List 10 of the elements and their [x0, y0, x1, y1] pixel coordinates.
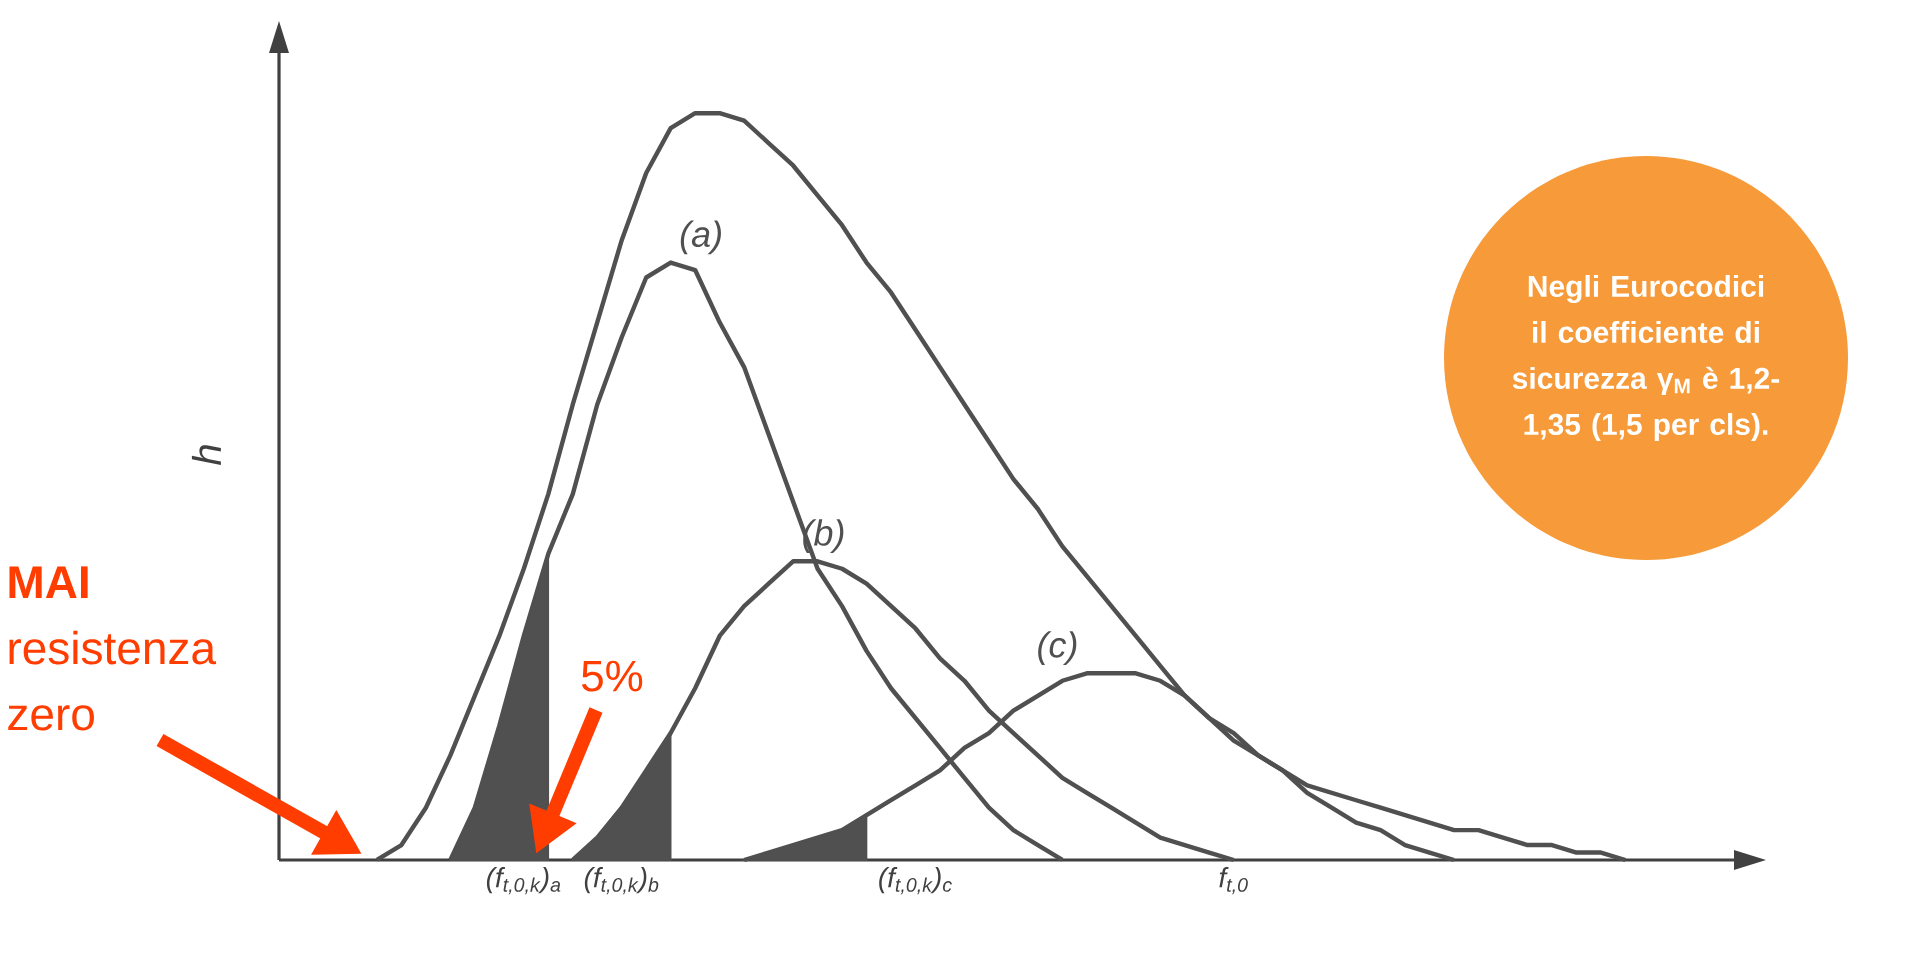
x-tick-label: (f$_{t,0,k}$)$_{b}$ — [584, 867, 659, 895]
x-tick-label: (f$_{t,0,k}$)$_{a}$ — [486, 867, 561, 895]
annotation: Negli Eurocodici il coefficiente di sicurezza γ$_{M}$ è 1,2-1,35 (1,5 per cls). — [1512, 275, 1780, 441]
x-tick-label: f$_{t,0}$ — [1219, 867, 1248, 895]
annotation: 5% — [581, 660, 643, 692]
y-axis-title: h — [191, 445, 221, 465]
text: MAI resistenza zero — [8, 566, 217, 731]
series-label: (c) — [1038, 631, 1077, 665]
series-label: (a) — [680, 220, 721, 255]
x-tick-label: (f$_{t,0,k}$)$_{c}$ — [879, 867, 952, 895]
